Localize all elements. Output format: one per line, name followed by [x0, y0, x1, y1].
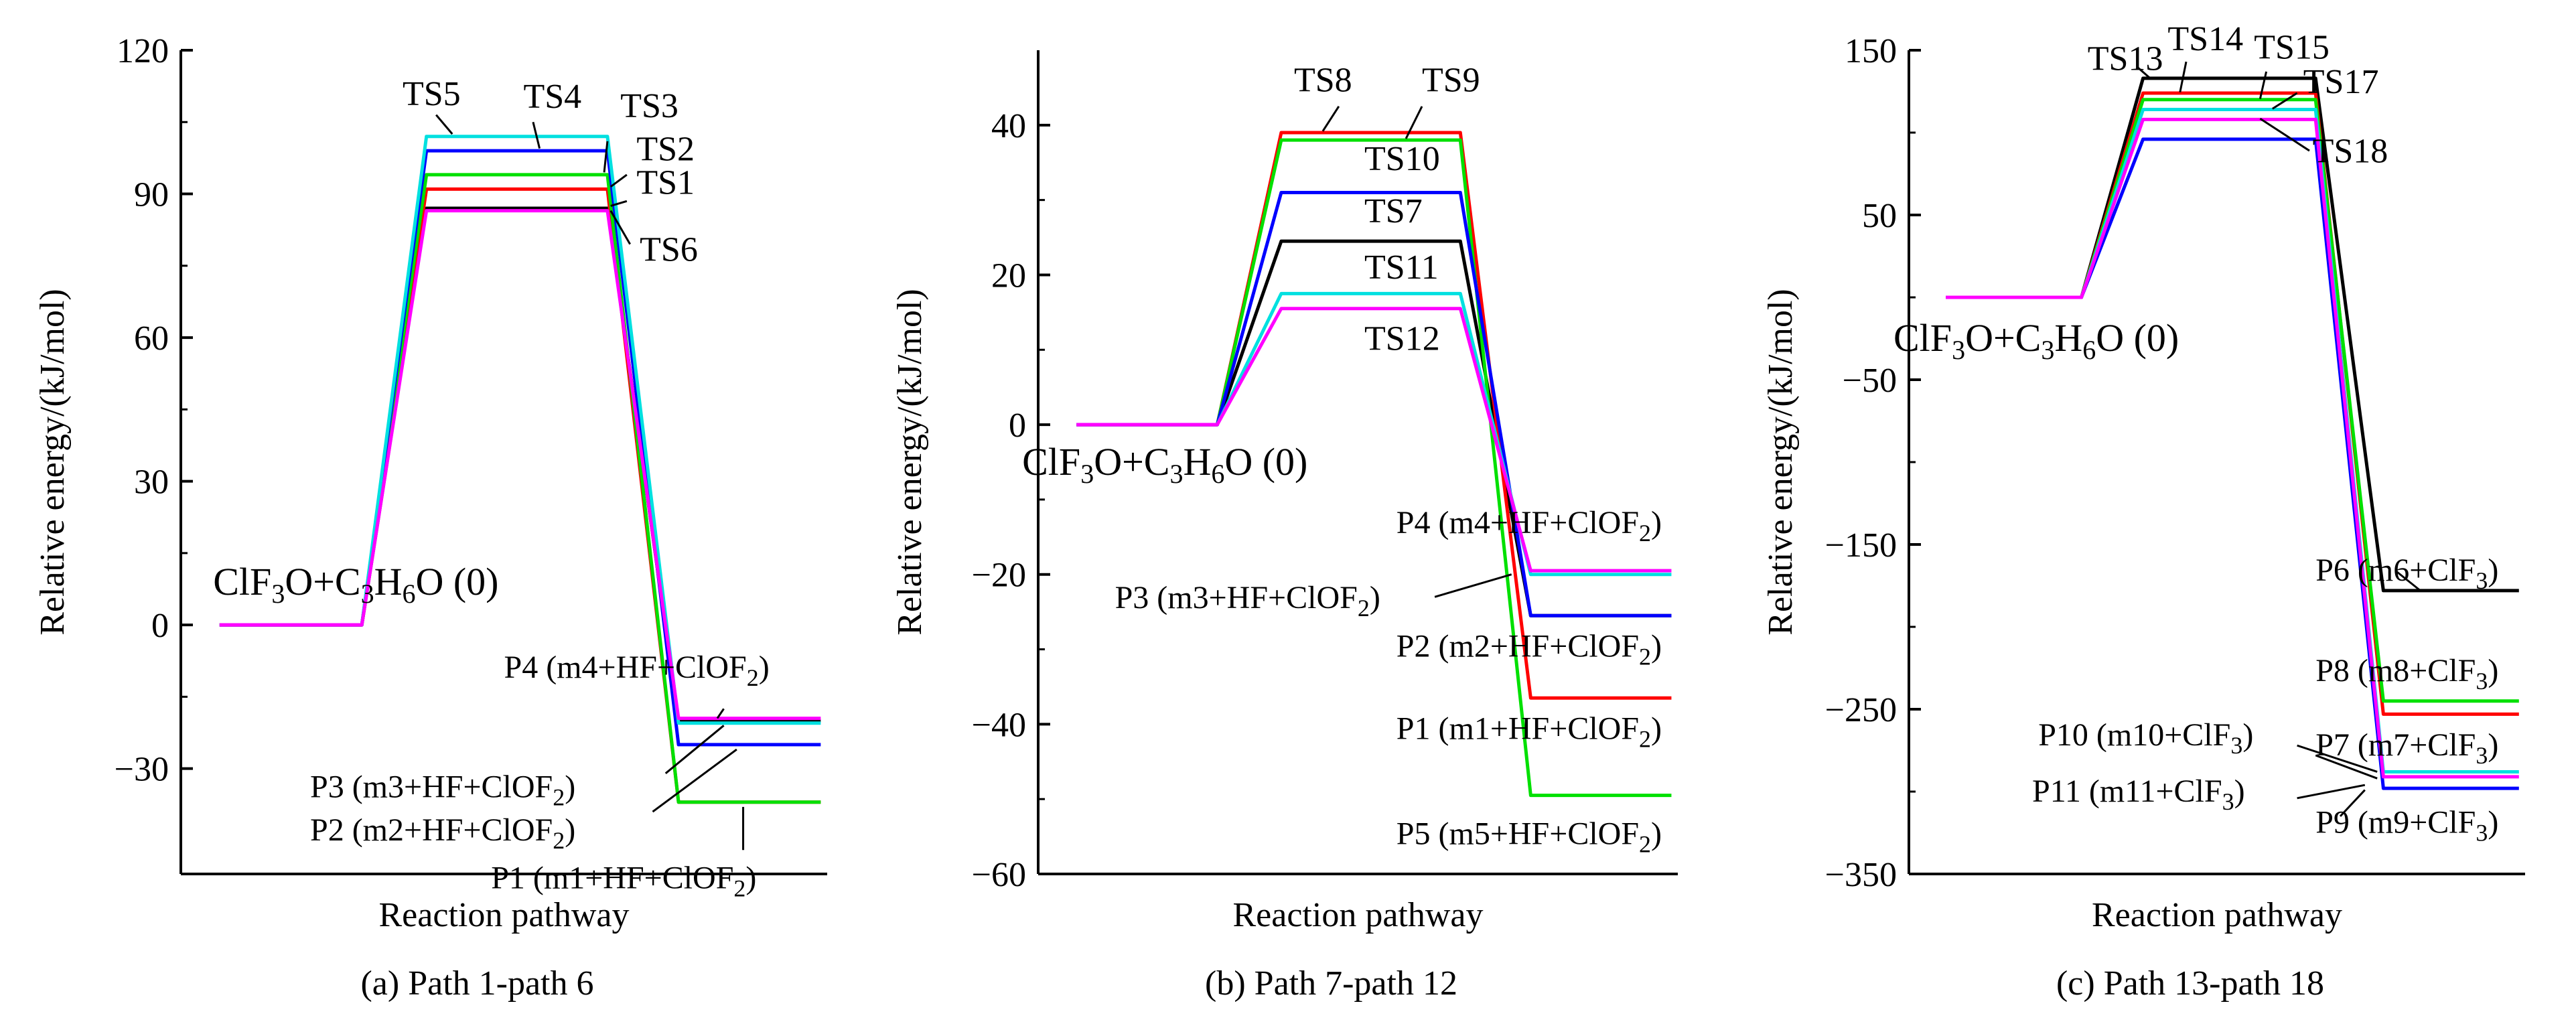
product-leader-line	[1434, 573, 1512, 598]
series-line-ts16	[1946, 137, 2519, 790]
product-label: P3 (m3+HF+ClOF2)	[1115, 580, 1380, 621]
y-axis-label: Relative energy/(kJ/mol)	[891, 289, 929, 635]
ts-label-ts13: TS13	[2088, 40, 2163, 78]
ts-leader-line	[610, 210, 631, 245]
y-axis-label: Relative energy/(kJ/mol)	[1762, 289, 1800, 635]
y-tick-label: −40	[972, 706, 1026, 744]
product-label: P10 (m10+ClF3)	[2038, 717, 2253, 759]
product-label: P7 (m7+ClF3)	[2315, 727, 2498, 769]
reactant-label: ClF3​O+C3​H6​O (0)	[213, 560, 498, 609]
product-label: P9 (m9+ClF3)	[2315, 805, 2498, 847]
product-label: P2 (m2+HF+ClOF2)	[1397, 629, 1662, 670]
product-leader-line	[2339, 789, 2366, 817]
ts-label-ts17: TS17	[2303, 63, 2379, 101]
product-leader-line	[652, 748, 737, 813]
y-tick-label: −30	[115, 751, 169, 789]
ts-leader-line	[1405, 106, 1423, 139]
y-tick-label: 30	[134, 463, 169, 502]
product-label: P11 (m11+ClF3)	[2032, 774, 2245, 815]
y-tick-label: 60	[134, 319, 169, 358]
ts-leader-line	[435, 114, 453, 135]
ts-label-ts8: TS8	[1294, 62, 1352, 100]
ts-leader-line	[2179, 61, 2188, 93]
y-tick-label: 0	[151, 607, 169, 645]
y-tick-label: 90	[134, 176, 169, 214]
product-label: P8 (m8+ClF3)	[2315, 653, 2498, 694]
ts-label-ts11: TS11	[1364, 248, 1439, 287]
product-label: P1 (m1+HF+ClOF2)	[1397, 711, 1662, 753]
y-tick-label: 150	[1845, 32, 1897, 70]
series-line-ts7	[1076, 239, 1672, 617]
x-axis-label: Reaction pathway	[2092, 896, 2342, 934]
product-label: P4 (m4+HF+ClOF2)	[504, 650, 770, 691]
y-tick-label: −60	[972, 856, 1026, 894]
ts-label-ts5: TS5	[403, 75, 461, 113]
ts-leader-line	[1321, 106, 1340, 132]
ts-leader-line	[610, 200, 628, 207]
product-label: P3 (m3+HF+ClOF2)	[310, 769, 575, 811]
y-tick-label: −20	[972, 557, 1026, 595]
product-leader-line	[716, 708, 725, 719]
ts-leader-line	[532, 121, 541, 149]
ts-label-ts15: TS15	[2254, 28, 2330, 66]
series-line-ts1	[219, 206, 821, 723]
ts-label-ts12: TS12	[1364, 319, 1440, 358]
series-line-ts15	[1946, 98, 2519, 703]
product-label: P6 (m6+ClF3)	[2315, 553, 2498, 594]
series-line-ts6	[219, 209, 821, 721]
ts-leader-line	[2271, 92, 2298, 110]
series-line-ts14	[1946, 91, 2519, 716]
product-label: P5 (m5+HF+ClOF2)	[1397, 816, 1662, 857]
panel-a: −30 0 30 60 90 120 Relative energy/(kJ/mol) Rea…	[33, 32, 827, 1003]
series-line-ts5	[219, 135, 821, 725]
ts-leader-line	[2136, 66, 2150, 78]
product-label: P4 (m4+HF+ClOF2)	[1397, 505, 1662, 546]
product-leader-line	[2315, 754, 2378, 780]
x-axis-label: Reaction pathway	[1233, 896, 1484, 934]
y-axis-label: Relative energy/(kJ/mol)	[33, 289, 72, 635]
y-tick-label: 0	[1009, 407, 1026, 445]
y-tick-label: −50	[1843, 362, 1897, 400]
panel-b: −60 −40 −20 0 20 40 Relative energy/(kJ/mol) Re…	[891, 50, 1678, 1003]
y-tick-label: −350	[1825, 856, 1897, 894]
ts-label-ts14: TS14	[2167, 20, 2243, 58]
product-label: P2 (m2+HF+ClOF2)	[310, 812, 575, 854]
y-tick-label: 120	[117, 32, 169, 70]
y-tick-label: −150	[1825, 526, 1897, 565]
ts-leader-line	[2259, 117, 2310, 152]
y-tick-label: 40	[991, 107, 1026, 145]
panel-c: −350 −250 −150 −50 50 150 Relative energy/(kJ/…	[1762, 20, 2525, 1003]
ts-label-ts10: TS10	[1364, 140, 1440, 178]
ts-label-ts9: TS9	[1422, 62, 1480, 100]
series-line-ts3	[219, 173, 821, 804]
ts-leader-line	[2259, 71, 2268, 99]
ts-label-ts2: TS2	[636, 130, 695, 168]
ts-label-ts6: TS6	[640, 231, 698, 269]
product-leader-line	[664, 725, 725, 774]
panel-caption: (a) Path 1-path 6	[360, 964, 593, 1003]
ts-label-ts1: TS1	[636, 164, 695, 202]
ts-label-ts3: TS3	[620, 87, 678, 125]
ts-leader-line	[610, 173, 628, 188]
y-tick-label: 50	[1862, 197, 1897, 235]
ts-label-ts4: TS4	[523, 78, 581, 116]
ts-leader-line	[603, 141, 609, 173]
panel-caption: (c) Path 13-path 18	[2056, 964, 2324, 1003]
product-leader-line	[2394, 570, 2421, 592]
y-tick-label: 20	[991, 256, 1026, 295]
series-line-ts2	[219, 187, 821, 804]
ts-label-ts18: TS18	[2313, 132, 2388, 170]
panel-caption: (b) Path 7-path 12	[1205, 964, 1457, 1003]
ts-label-ts7: TS7	[1364, 192, 1423, 230]
product-label: P1 (m1+HF+ClOF2)	[491, 860, 756, 901]
product-leader-line	[2297, 744, 2378, 773]
y-tick-label: −250	[1825, 691, 1897, 729]
reactant-label: ClF3​O+C3​H6​O (0)	[1022, 440, 1307, 489]
reactant-label: ClF3​O+C3​H6​O (0)	[1893, 316, 2179, 365]
product-leader-line	[2297, 784, 2366, 800]
x-axis-label: Reaction pathway	[379, 896, 630, 934]
